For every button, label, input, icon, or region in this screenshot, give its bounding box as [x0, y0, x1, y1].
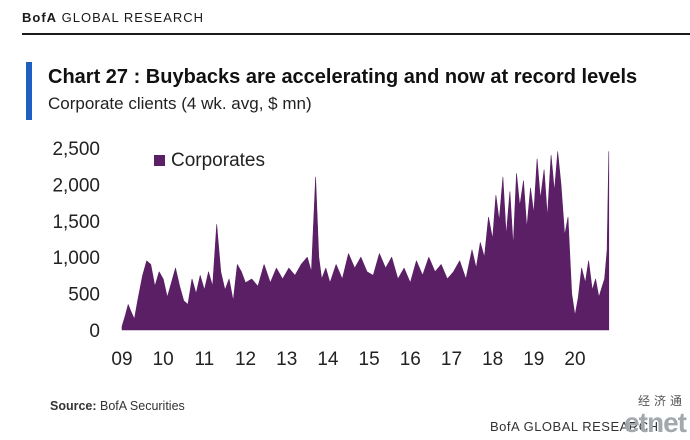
brand-header: BofA GLOBAL RESEARCH: [22, 10, 204, 25]
brand-rest: GLOBAL RESEARCH: [57, 10, 205, 25]
x-tick-label: 12: [235, 349, 256, 370]
y-tick-label: 1,500: [52, 212, 100, 233]
footer-brand: BofA GLOBAL RESEARCH: [490, 419, 659, 434]
chart-plot: 0 500 1,000 1,500 2,000 2,500 09 10 11 12 13 14 15 1…: [52, 139, 610, 370]
x-tick-label: 11: [194, 349, 214, 370]
x-tick-label: 20: [564, 349, 585, 370]
x-tick-label: 10: [153, 349, 174, 370]
x-tick-label: 17: [441, 349, 462, 370]
brand-bold: BofA: [22, 10, 58, 25]
chart-subtitle: Corporate clients (4 wk. avg, $ mn): [48, 94, 312, 113]
x-tick-label: 13: [276, 349, 297, 370]
x-tick-label: 19: [523, 349, 544, 370]
y-tick-label: 2,000: [52, 175, 100, 196]
top-rule: [22, 33, 690, 35]
y-tick-label: 0: [89, 321, 100, 342]
legend-swatch: [154, 155, 165, 166]
x-tick-label: 18: [482, 349, 503, 370]
y-axis: 0 500 1,000 1,500 2,000 2,500: [52, 139, 100, 342]
series-layer: [121, 151, 610, 331]
series-area-corporates: [121, 151, 610, 331]
legend-label: Corporates: [171, 150, 265, 171]
source-label: Source:: [50, 399, 97, 413]
watermark-main: etnet: [624, 407, 687, 438]
title-accent-bar: [26, 62, 32, 120]
x-tick-label: 16: [400, 349, 421, 370]
y-tick-label: 1,000: [52, 248, 100, 269]
chart-title: Chart 27 : Buybacks are accelerating and…: [48, 66, 638, 88]
x-tick-label: 09: [111, 349, 132, 370]
source-note: Source: BofA Securities: [50, 399, 185, 413]
etnet-watermark: 经济通 etnet: [600, 392, 687, 438]
x-tick-label: 14: [317, 349, 339, 370]
x-axis: 09 10 11 12 13 14 15 16 17 18 19 20: [111, 349, 585, 370]
y-tick-label: 500: [68, 285, 100, 306]
source-value: BofA Securities: [96, 399, 185, 413]
watermark-cn: 经济通: [637, 394, 686, 408]
y-tick-label: 2,500: [52, 139, 100, 160]
legend: Corporates: [154, 150, 265, 171]
x-tick-label: 15: [359, 349, 380, 370]
